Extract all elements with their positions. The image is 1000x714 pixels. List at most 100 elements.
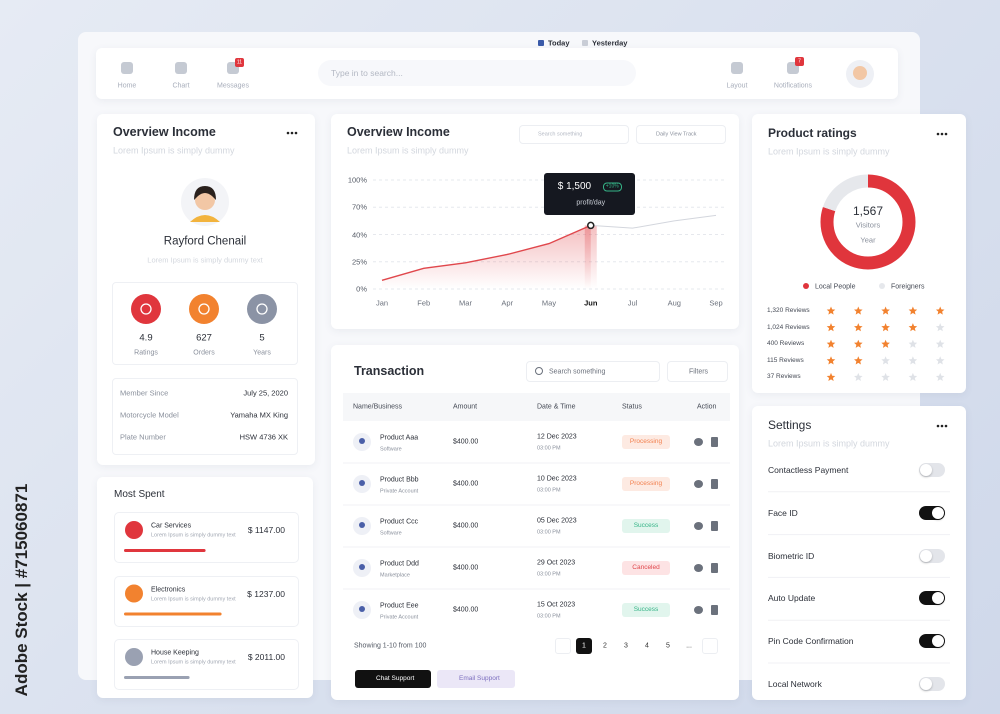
chart-search[interactable] xyxy=(519,125,629,144)
column-header: Name/Business xyxy=(353,403,403,411)
nav-icon xyxy=(731,62,743,74)
star xyxy=(881,339,890,348)
table-summary: Showing 1-10 from 100 xyxy=(354,642,427,650)
page-next[interactable] xyxy=(702,638,718,654)
row-type: Software xyxy=(380,446,402,453)
point-marker xyxy=(587,221,595,230)
star xyxy=(826,306,836,315)
view-action[interactable] xyxy=(694,522,703,530)
star xyxy=(854,306,863,315)
stat-glyph xyxy=(256,303,268,315)
y-tick-label: 0% xyxy=(356,284,367,294)
page-prev[interactable] xyxy=(555,638,571,654)
row-type: Software xyxy=(380,530,402,537)
column-header: Date & Time xyxy=(537,403,576,411)
chart-title: Overview Income xyxy=(347,124,450,139)
card-subtitle: Lorem Ipsum is simply dummy xyxy=(768,146,890,157)
star xyxy=(854,323,863,332)
view-action[interactable] xyxy=(694,606,703,614)
row-date: 10 Dec 2023 xyxy=(537,475,577,483)
stat-label: Orders xyxy=(193,349,215,357)
row-time: 03:00 PM xyxy=(537,613,561,620)
star xyxy=(881,372,890,382)
star xyxy=(908,323,918,332)
toggle-knob xyxy=(932,592,944,605)
legend-dot xyxy=(803,283,809,289)
nav-icon xyxy=(121,62,133,74)
delete-action[interactable] xyxy=(711,437,718,447)
view-select[interactable] xyxy=(636,125,726,144)
setting-label: Pin Code Confirmation xyxy=(768,635,854,646)
row-date: 12 Dec 2023 xyxy=(537,433,577,441)
row-type: Private Account xyxy=(380,614,419,621)
stat-label: Years xyxy=(253,349,271,357)
toggle-knob xyxy=(920,549,932,562)
card-title: Overview Income xyxy=(113,124,216,139)
nav-item[interactable]: Home xyxy=(117,82,137,90)
nav-item[interactable]: Messages xyxy=(217,82,249,90)
filter-button[interactable] xyxy=(667,361,728,382)
review-label: 37 Reviews xyxy=(767,373,801,381)
tooltip xyxy=(543,173,635,216)
setting-label: Biometric ID xyxy=(768,550,815,561)
tooltip-change: +10% xyxy=(602,182,622,192)
filter-label: Filters xyxy=(689,368,709,375)
status-pill xyxy=(622,561,670,575)
page-button[interactable]: 3 xyxy=(624,642,628,650)
spent-amount: $ 1147.00 xyxy=(247,524,285,535)
nav-item[interactable]: Layout xyxy=(726,82,748,90)
page-button[interactable]: 1 xyxy=(582,642,586,650)
column-header: Amount xyxy=(453,403,478,411)
page-button[interactable]: 4 xyxy=(645,642,649,650)
page-button[interactable]: 2 xyxy=(603,642,607,650)
table-search[interactable] xyxy=(526,361,660,382)
delete-action[interactable] xyxy=(711,521,718,531)
legend-swatch xyxy=(538,40,544,46)
spent-item xyxy=(114,575,299,627)
star xyxy=(854,372,863,382)
card-title: Product ratings xyxy=(768,126,857,140)
badge xyxy=(795,57,804,66)
menu-dot xyxy=(936,424,940,428)
legend-dot xyxy=(879,283,885,289)
card-title: Settings xyxy=(768,418,812,432)
menu-dot xyxy=(936,132,940,136)
line xyxy=(381,224,592,281)
toggle-knob xyxy=(920,464,932,476)
nav-item[interactable]: Notifications xyxy=(773,82,813,90)
page-button[interactable]: ... xyxy=(686,642,692,650)
x-tick-label: Jul xyxy=(627,298,638,308)
profile-name: Rayford Chenail xyxy=(163,235,247,248)
card xyxy=(97,114,315,465)
email-button[interactable] xyxy=(437,670,515,688)
spent-note: Lorem Ipsum is simply dummy text xyxy=(151,659,236,666)
detail-label: Plate Number xyxy=(120,432,166,442)
row-date: 05 Dec 2023 xyxy=(537,517,577,525)
delete-action[interactable] xyxy=(711,479,718,489)
x-tick-label: Aug xyxy=(667,298,681,308)
detail-label: Member Since xyxy=(120,388,169,398)
spent-name: Electronics xyxy=(151,586,186,593)
view-action[interactable] xyxy=(694,480,703,488)
view-action[interactable] xyxy=(694,564,703,572)
row-date: 15 Oct 2023 xyxy=(537,601,576,609)
setting-label: Local Network xyxy=(768,678,822,689)
row-type: Marketplace xyxy=(380,572,410,579)
search-box[interactable] xyxy=(318,60,636,86)
x-tick-label: Sep xyxy=(709,298,723,308)
row-name: Product Eee xyxy=(380,602,419,610)
delete-action[interactable] xyxy=(711,605,718,615)
nav-item[interactable]: Chart xyxy=(172,82,190,90)
y-tick-label: 40% xyxy=(351,229,367,239)
chat-button[interactable] xyxy=(355,670,431,688)
status-label: Success xyxy=(633,521,659,529)
setting-label: Contactless Payment xyxy=(768,464,849,475)
area xyxy=(382,225,591,289)
status-label: Processing xyxy=(629,437,663,445)
card-title: Most Spent xyxy=(114,489,165,500)
x-tick-label: Mar xyxy=(459,298,472,308)
view-action[interactable] xyxy=(694,438,703,446)
spent-amount: $ 2011.00 xyxy=(247,651,285,662)
page-button[interactable]: 5 xyxy=(666,642,670,650)
delete-action[interactable] xyxy=(711,563,718,573)
